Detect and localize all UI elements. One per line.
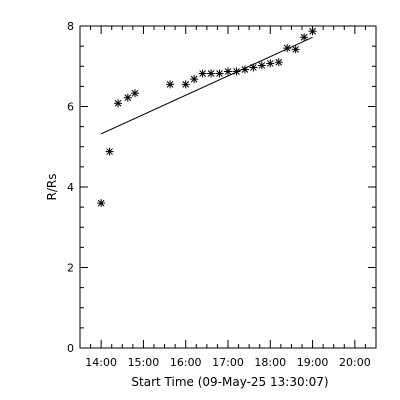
data-point: [198, 69, 207, 78]
x-tick-label: 18:00: [254, 356, 286, 369]
data-point: [166, 80, 175, 89]
x-axis-label: Start Time (09-May-25 13:30:07): [131, 375, 328, 389]
data-point: [215, 69, 224, 78]
data-point: [130, 89, 139, 98]
x-tick-label: 14:00: [85, 356, 117, 369]
data-points: [97, 27, 317, 208]
data-point: [123, 93, 132, 102]
data-point: [274, 58, 283, 67]
data-point: [232, 67, 241, 76]
data-point: [240, 65, 249, 74]
data-point: [300, 33, 309, 42]
data-point: [308, 27, 317, 36]
x-tick-label: 20:00: [339, 356, 371, 369]
data-point: [283, 44, 292, 53]
data-point: [266, 59, 275, 68]
data-point: [181, 80, 190, 89]
data-point: [207, 69, 216, 78]
x-tick-label: 15:00: [128, 356, 160, 369]
data-point: [224, 67, 232, 76]
data-point: [257, 61, 266, 70]
x-tick-label: 17:00: [212, 356, 244, 369]
y-axis-label: R/Rs: [45, 174, 59, 201]
data-point: [114, 99, 123, 108]
x-tick-label: 19:00: [297, 356, 329, 369]
y-tick-label: 0: [67, 342, 74, 355]
data-point: [190, 75, 199, 84]
data-point: [291, 45, 300, 54]
y-tick-label: 8: [67, 20, 74, 33]
y-tick-label: 2: [67, 262, 74, 275]
y-tick-label: 4: [67, 181, 74, 194]
fit-line: [100, 36, 313, 135]
data-point: [249, 63, 258, 72]
data-point: [97, 199, 106, 208]
data-point: [105, 147, 114, 156]
x-tick-label: 16:00: [170, 356, 202, 369]
y-tick-label: 6: [67, 101, 74, 114]
axis-tick-labels: 14:00 15:00 16:00 17:00 18:00 19:00 20:00 0 2 4 6 8: [67, 20, 371, 369]
